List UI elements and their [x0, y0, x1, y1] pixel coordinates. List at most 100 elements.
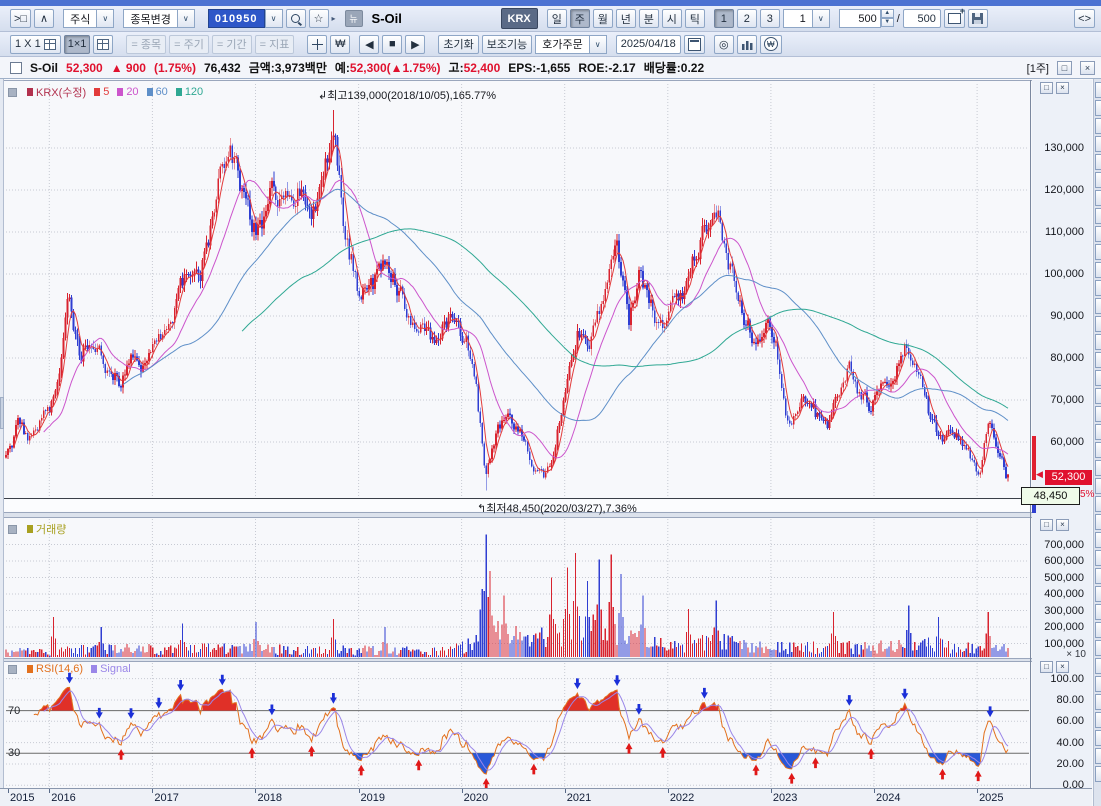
right-rail-button[interactable]	[1095, 118, 1101, 134]
right-rail-button[interactable]	[1095, 262, 1101, 278]
rsi-pane-restore-button[interactable]: □	[1040, 661, 1053, 673]
right-rail-button[interactable]	[1095, 406, 1101, 422]
volume-pane-restore-button[interactable]: □	[1040, 519, 1053, 531]
right-rail-button[interactable]	[1095, 244, 1101, 260]
right-rail-button[interactable]	[1095, 190, 1101, 206]
right-rail-button[interactable]	[1095, 424, 1101, 440]
chart-count-button-2[interactable]: 2	[737, 9, 757, 28]
right-rail-button[interactable]	[1095, 514, 1101, 530]
right-rail-button[interactable]	[1095, 568, 1101, 584]
pane-close-button[interactable]: ×	[1080, 61, 1095, 75]
right-rail-button[interactable]	[1095, 334, 1101, 350]
rsi-pane-close-button[interactable]: ×	[1056, 661, 1069, 673]
period-button-hour[interactable]: 시	[662, 9, 682, 28]
stepper-down-icon[interactable]: ▼	[881, 18, 894, 27]
stop-button[interactable]: ■	[382, 35, 402, 54]
link-range-button[interactable]: = 기간	[212, 35, 252, 54]
pane-restore-button[interactable]: □	[1057, 61, 1072, 75]
save-button[interactable]	[968, 9, 988, 28]
bar-total-field[interactable]: 500	[903, 9, 941, 28]
right-rail-button[interactable]	[1095, 676, 1101, 692]
collapse-button[interactable]: ∧	[34, 9, 54, 28]
right-rail-button[interactable]	[1095, 460, 1101, 476]
expand-arrow-icon[interactable]: ▸	[332, 14, 336, 23]
exchange-button[interactable]: KRX	[501, 8, 538, 29]
pane-handle[interactable]	[8, 88, 17, 97]
price-pane-restore-button[interactable]: □	[1040, 82, 1053, 94]
link-period-button[interactable]: = 주기	[169, 35, 209, 54]
link-indicator-button[interactable]: = 지표	[255, 35, 295, 54]
right-rail-button[interactable]	[1095, 712, 1101, 728]
right-rail-button[interactable]	[1095, 442, 1101, 458]
calendar-button[interactable]	[684, 35, 705, 54]
right-rail-button[interactable]	[1095, 208, 1101, 224]
chevron-down-icon[interactable]: ∨	[265, 9, 283, 28]
right-rail-button[interactable]	[1095, 550, 1101, 566]
chart-count-button-3[interactable]: 3	[760, 9, 780, 28]
right-rail-button[interactable]	[1095, 370, 1101, 386]
chart-count-button-1[interactable]: 1	[714, 9, 734, 28]
right-rail-button[interactable]	[1095, 586, 1101, 602]
right-rail-button[interactable]	[1095, 280, 1101, 296]
right-rail-button[interactable]	[1095, 316, 1101, 332]
layout-button[interactable]: 1 X 1	[10, 35, 61, 54]
dock-button[interactable]: >□	[10, 9, 31, 28]
right-rail-button[interactable]	[1095, 172, 1101, 188]
info-checkbox[interactable]	[10, 62, 22, 74]
pane-handle[interactable]	[8, 665, 17, 674]
date-field[interactable]: 2025/04/18	[616, 35, 681, 54]
settings-button[interactable]: ◎	[714, 35, 734, 54]
right-rail-button[interactable]	[1095, 388, 1101, 404]
chevron-down-icon[interactable]: ∨	[96, 9, 114, 28]
right-rail-button[interactable]	[1095, 100, 1101, 116]
right-rail-button[interactable]	[1095, 532, 1101, 548]
aux-function-button[interactable]: 보조기능	[482, 35, 532, 54]
pane-handle[interactable]	[8, 525, 17, 534]
reset-button[interactable]: 초기화	[438, 35, 478, 54]
play-back-button[interactable]: ◀	[359, 35, 379, 54]
right-rail-button[interactable]	[1095, 82, 1101, 98]
right-rail-button[interactable]	[1095, 658, 1101, 674]
chevron-down-icon[interactable]: ∨	[589, 35, 607, 54]
interval-select[interactable]: 1 ∨	[783, 9, 830, 28]
new-window-button[interactable]	[944, 9, 965, 28]
won-scale-button[interactable]: ₩	[330, 35, 350, 54]
chevron-down-icon[interactable]: ∨	[812, 9, 830, 28]
right-rail-button[interactable]	[1095, 478, 1101, 494]
right-rail-button[interactable]	[1095, 298, 1101, 314]
period-button-month[interactable]: 월	[593, 9, 613, 28]
price-pane-close-button[interactable]: ×	[1056, 82, 1069, 94]
volume-pane-close-button[interactable]: ×	[1056, 519, 1069, 531]
stepper-up-icon[interactable]: ▲	[881, 9, 894, 18]
right-rail-button[interactable]	[1095, 226, 1101, 242]
pan-button[interactable]	[307, 35, 327, 54]
right-rail-button[interactable]	[1095, 640, 1101, 656]
period-button-week[interactable]: 주	[570, 9, 590, 28]
order-select[interactable]: 호가주문 ∨	[535, 35, 606, 54]
right-rail-button[interactable]	[1095, 604, 1101, 620]
asset-type-select[interactable]: 주식 ∨	[63, 9, 114, 28]
right-rail-button[interactable]	[1095, 154, 1101, 170]
splitter-grip[interactable]	[0, 397, 4, 429]
layout-split-button[interactable]	[93, 35, 113, 54]
volume-chart-button[interactable]	[737, 35, 757, 54]
search-button[interactable]	[286, 9, 306, 28]
period-button-year[interactable]: 년	[616, 9, 636, 28]
right-rail-button[interactable]	[1095, 730, 1101, 746]
symbol-code-group[interactable]: 010950 ∨	[208, 9, 283, 28]
right-rail-button[interactable]	[1095, 352, 1101, 368]
chart-canvas[interactable]	[0, 80, 1032, 788]
right-rail-button[interactable]	[1095, 622, 1101, 638]
symbol-change-select[interactable]: 종목변경 ∨	[123, 9, 194, 28]
right-rail-button[interactable]	[1095, 748, 1101, 764]
period-button-tick[interactable]: 틱	[685, 9, 705, 28]
price-won-button[interactable]: ₩	[760, 35, 782, 54]
link-symbol-button[interactable]: = 종목	[126, 35, 166, 54]
right-rail-button[interactable]	[1095, 694, 1101, 710]
right-rail-button[interactable]	[1095, 766, 1101, 782]
panel-toggle-button[interactable]: <>	[1074, 9, 1095, 28]
symbol-code-input[interactable]: 010950	[208, 9, 265, 28]
layout-1x1-button[interactable]: 1×1	[64, 35, 91, 54]
period-button-day[interactable]: 일	[547, 9, 567, 28]
period-button-minute[interactable]: 분	[639, 9, 659, 28]
